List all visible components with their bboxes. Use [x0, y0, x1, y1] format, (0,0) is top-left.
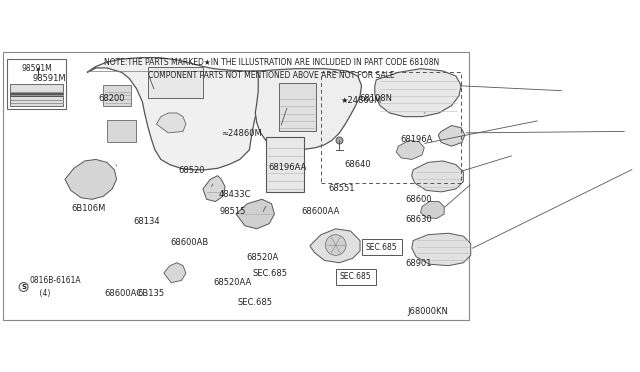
Polygon shape: [156, 113, 186, 133]
Text: 0816B-6161A
    (4): 0816B-6161A (4): [29, 276, 81, 298]
Circle shape: [19, 283, 28, 291]
Text: ≈24860M: ≈24860M: [221, 129, 262, 138]
Polygon shape: [87, 58, 266, 170]
Text: 68640: 68640: [345, 160, 371, 169]
Bar: [107, 120, 136, 142]
Text: 68196A: 68196A: [401, 135, 433, 144]
Circle shape: [37, 68, 40, 71]
Polygon shape: [375, 69, 461, 117]
Polygon shape: [396, 140, 424, 160]
Text: 68108N: 68108N: [360, 94, 393, 103]
Text: 48433C: 48433C: [219, 190, 252, 199]
Text: S: S: [21, 284, 26, 290]
Text: 68630: 68630: [405, 215, 432, 224]
Text: 68200: 68200: [98, 94, 125, 103]
Text: 98591M: 98591M: [22, 64, 52, 73]
Text: ★24860M: ★24860M: [341, 96, 382, 105]
Text: 68520: 68520: [179, 166, 205, 176]
Polygon shape: [65, 160, 116, 199]
Polygon shape: [438, 125, 465, 146]
Polygon shape: [412, 233, 471, 266]
Bar: [279, 83, 316, 131]
Text: 68901: 68901: [405, 259, 431, 268]
Bar: [10, 93, 63, 97]
Text: 68520A: 68520A: [246, 253, 278, 262]
Text: 68134: 68134: [134, 217, 160, 226]
Text: 68600AA: 68600AA: [301, 207, 340, 216]
Polygon shape: [203, 176, 225, 202]
Text: SEC.685: SEC.685: [340, 272, 371, 281]
Polygon shape: [310, 229, 360, 263]
Bar: [8, 59, 67, 109]
Polygon shape: [255, 69, 362, 150]
Text: 6B135: 6B135: [137, 289, 164, 298]
Bar: [103, 85, 131, 106]
Bar: [362, 239, 402, 255]
Text: J68000KN: J68000KN: [407, 307, 448, 316]
Text: 68520AA: 68520AA: [213, 278, 252, 287]
Text: 68600: 68600: [405, 195, 432, 204]
Text: 68600AC: 68600AC: [104, 289, 142, 298]
Text: SEC.685: SEC.685: [252, 269, 287, 278]
Text: 68600AB: 68600AB: [170, 238, 208, 247]
Bar: [10, 84, 63, 106]
Text: 98591M: 98591M: [32, 74, 66, 83]
Bar: [148, 67, 203, 98]
Text: 98515: 98515: [219, 207, 246, 216]
Text: NOTE:THE PARTS MARKED★IN THE ILLUSTRATION ARE INCLUDED IN PART CODE 68108N
COMPO: NOTE:THE PARTS MARKED★IN THE ILLUSTRATIO…: [104, 58, 439, 80]
Polygon shape: [412, 161, 463, 192]
Text: 68196AA: 68196AA: [269, 163, 307, 172]
Polygon shape: [420, 202, 444, 218]
Polygon shape: [236, 199, 275, 229]
Text: 68551: 68551: [328, 184, 355, 193]
Text: SEC.685: SEC.685: [237, 298, 273, 307]
Bar: [336, 269, 376, 285]
Text: 6B106M: 6B106M: [72, 204, 106, 213]
Bar: [266, 137, 304, 192]
Text: SEC.685: SEC.685: [365, 243, 397, 252]
Circle shape: [325, 235, 346, 255]
Polygon shape: [164, 263, 186, 283]
